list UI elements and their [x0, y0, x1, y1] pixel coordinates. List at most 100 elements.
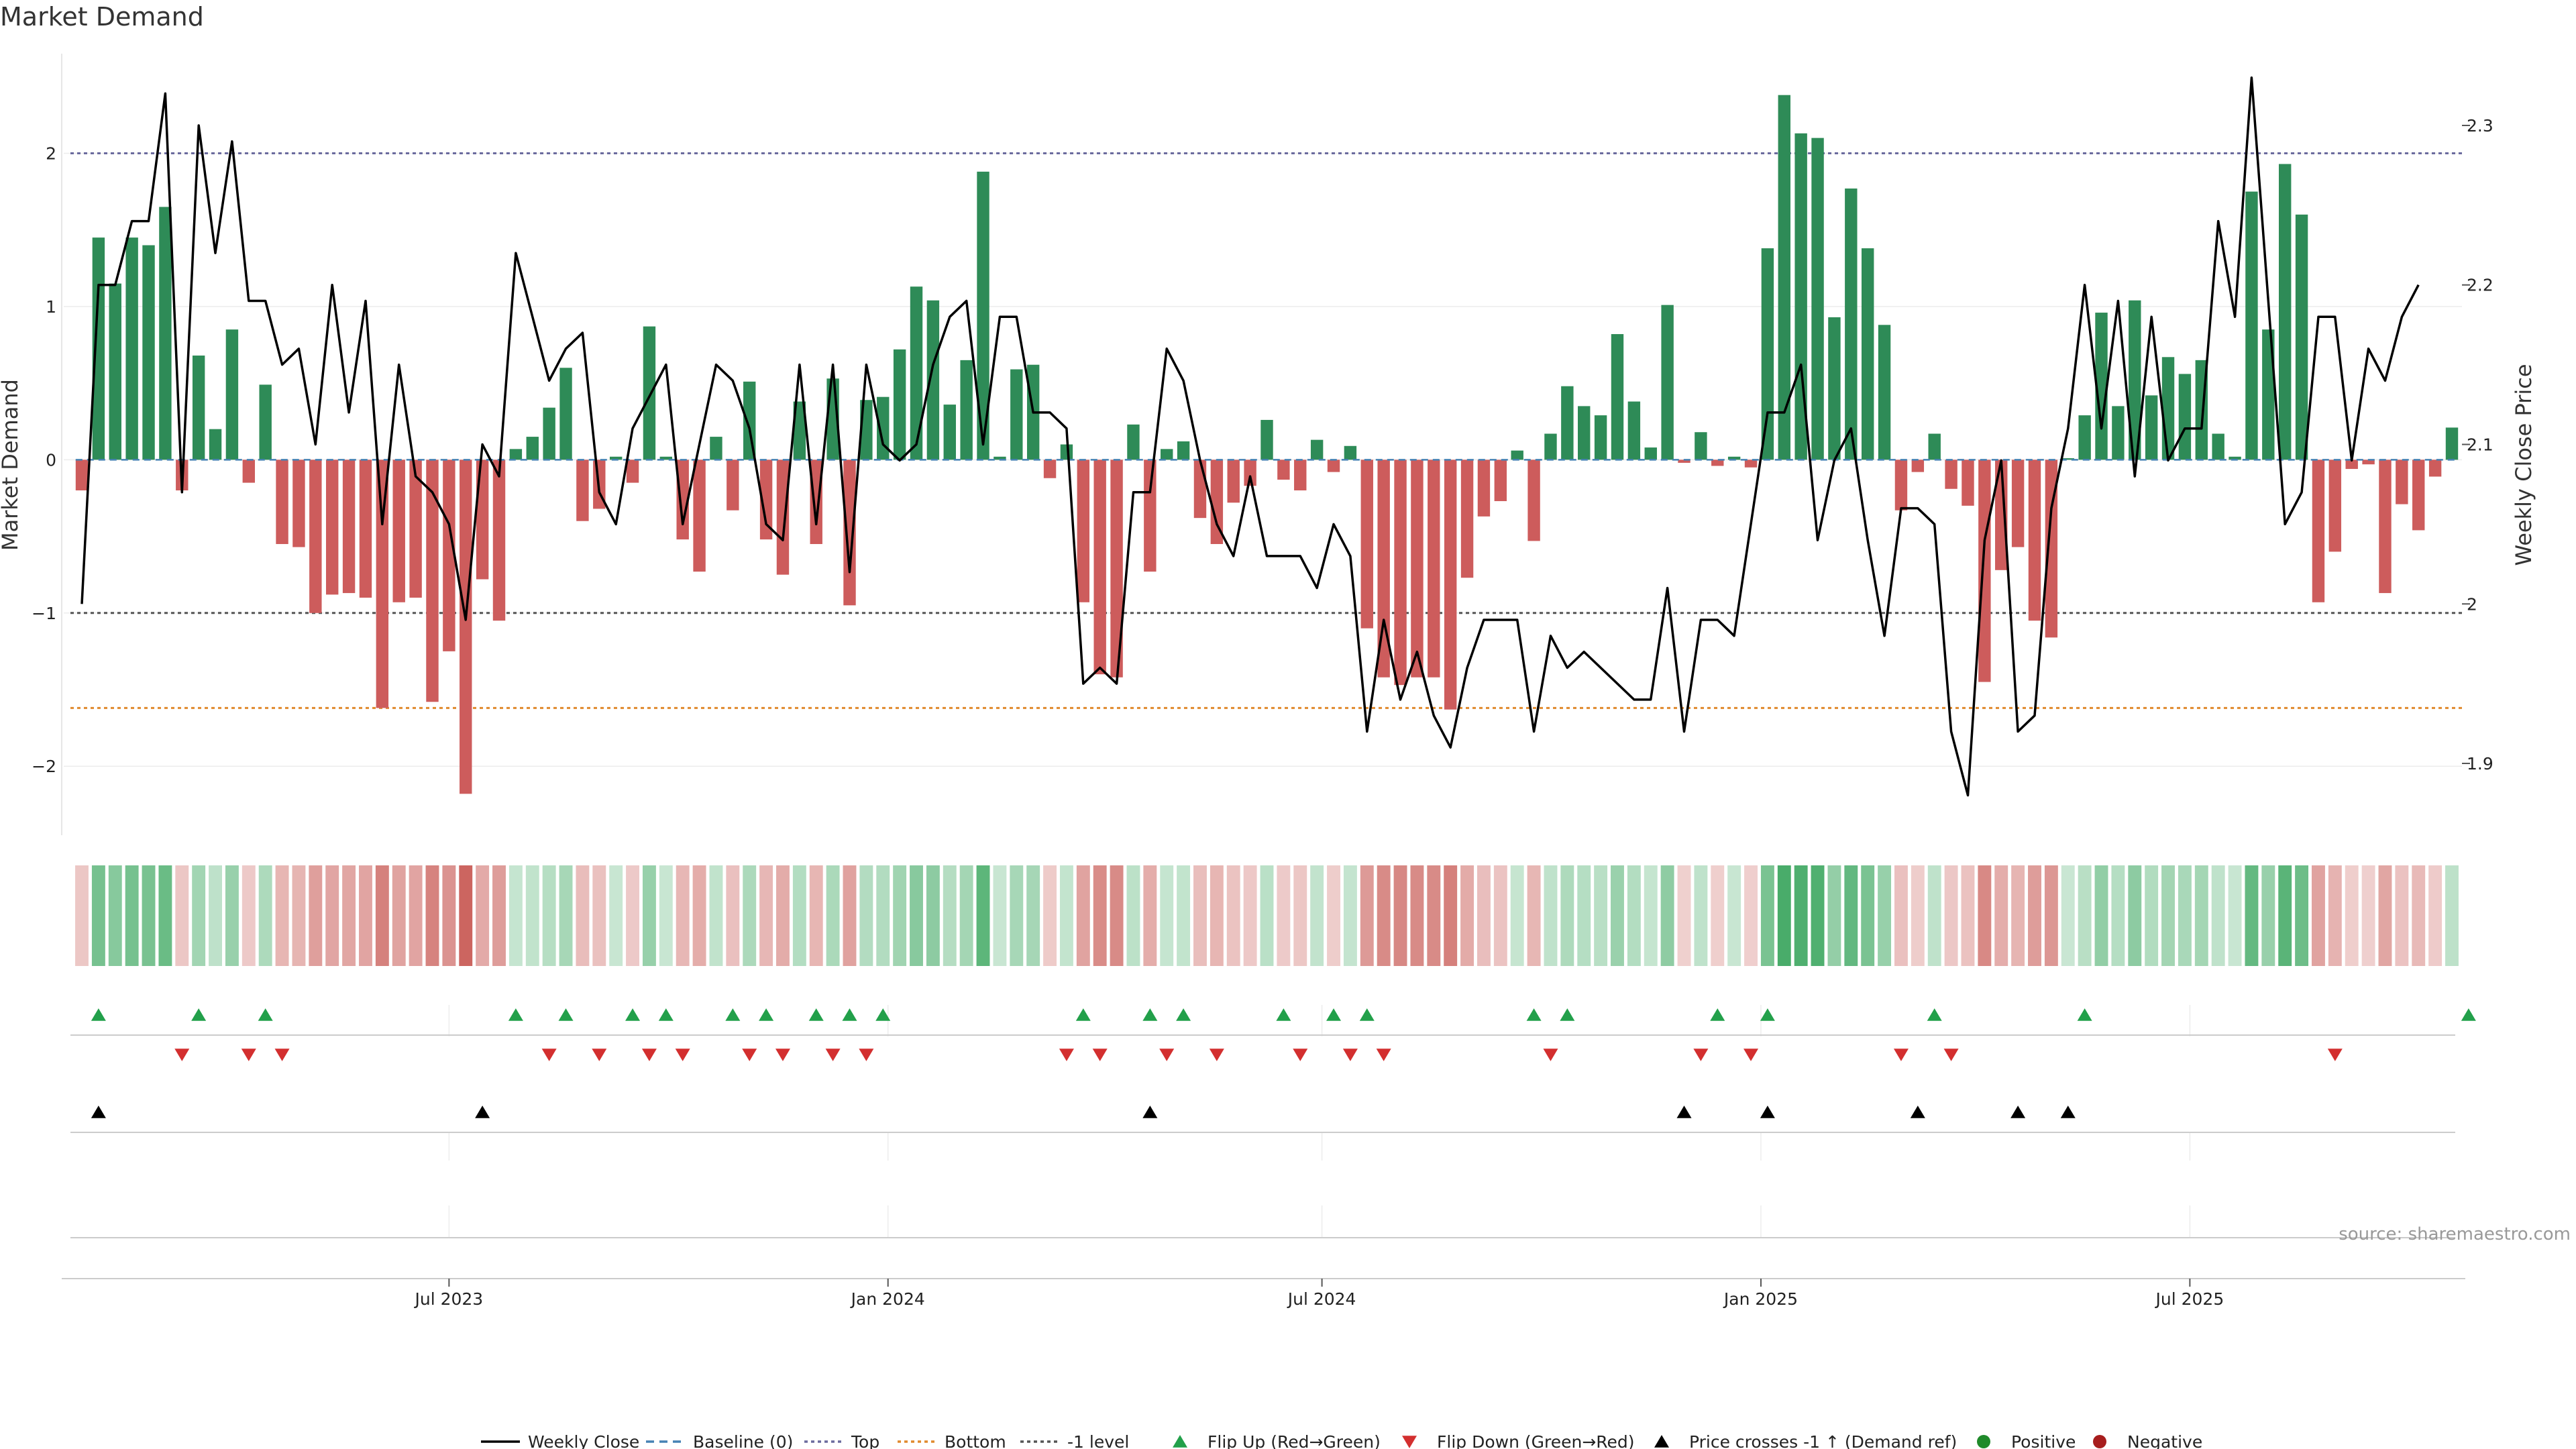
flip-down-marker: [592, 1049, 607, 1061]
demand-bar: [1077, 460, 1090, 602]
demand-bar: [242, 460, 256, 483]
heat-cell: [1160, 865, 1174, 966]
demand-bar: [1177, 441, 1190, 460]
flip-up-marker: [1710, 1008, 1725, 1021]
flip-up-marker: [2077, 1008, 2092, 1021]
heat-cell: [442, 865, 456, 966]
heat-cell: [2245, 865, 2259, 966]
heat-cell: [1143, 865, 1157, 966]
heat-cell: [2261, 865, 2275, 966]
demand-bar: [476, 460, 489, 580]
demand-bar: [626, 460, 639, 483]
flip-up-marker: [875, 1008, 891, 1021]
heat-cell: [275, 865, 289, 966]
demand-bar: [2095, 313, 2108, 460]
heat-cell: [1076, 865, 1090, 966]
demand-bar: [2345, 460, 2358, 470]
price-cross-marker: [91, 1106, 106, 1118]
heat-cell: [709, 865, 723, 966]
heat-cell: [876, 865, 890, 966]
x-tick-label: Jan 2024: [850, 1289, 925, 1309]
heat-cell: [1677, 865, 1691, 966]
demand-bar: [2178, 374, 2192, 460]
demand-bar: [1377, 460, 1390, 678]
demand-bar: [92, 237, 105, 460]
heat-cell: [1510, 865, 1524, 966]
demand-bar: [1911, 460, 1925, 472]
demand-bar: [793, 401, 806, 460]
demand-bar: [1661, 305, 1674, 460]
flip-down-marker: [1943, 1049, 1959, 1061]
demand-bar: [1310, 439, 1324, 460]
demand-bar: [1962, 460, 1974, 506]
flip-down-marker: [1543, 1049, 1558, 1061]
heat-cell: [1377, 865, 1391, 966]
heat-cell: [1978, 865, 1992, 966]
heat-cell: [726, 865, 740, 966]
heat-cell: [1059, 865, 1073, 966]
demand-bar: [1644, 447, 1657, 460]
heat-cell: [2044, 865, 2058, 966]
demand-bar: [1093, 460, 1106, 675]
x-tick-label: Jan 2025: [1723, 1289, 1798, 1309]
heat-cell: [1126, 865, 1140, 966]
flip-down-marker: [274, 1049, 290, 1061]
heat-cell: [1944, 865, 1958, 966]
demand-bar: [426, 460, 439, 702]
demand-bar: [1811, 138, 1824, 460]
y2-tick-label: 2.2: [2467, 276, 2493, 295]
heat-cell: [1861, 865, 1875, 966]
demand-bar: [1611, 334, 1624, 460]
y2-tick-label: 2.1: [2467, 435, 2493, 455]
heat-cell: [659, 865, 673, 966]
demand-bar: [2379, 460, 2392, 594]
demand-bar: [943, 405, 956, 460]
demand-bar: [1978, 460, 1991, 682]
demand-bar: [1995, 460, 2008, 570]
heat-cell: [2295, 865, 2309, 966]
demand-bar: [2278, 164, 2292, 460]
legend-swatch: [1654, 1435, 1669, 1448]
heat-cell: [392, 865, 406, 966]
heat-cell: [1878, 865, 1892, 966]
flip-down-marker: [541, 1049, 557, 1061]
heat-cell: [2278, 865, 2292, 966]
demand-bar: [2312, 460, 2325, 602]
source-note: source: sharemaestro.com: [2339, 1224, 2571, 1244]
heat-cell: [559, 865, 573, 966]
demand-bar: [1511, 450, 1523, 460]
demand-bar: [1477, 460, 1491, 517]
heat-cell: [592, 865, 606, 966]
demand-bar: [543, 407, 555, 460]
flip-up-marker: [625, 1008, 641, 1021]
heat-cell: [2378, 865, 2392, 966]
flip-up-marker: [1526, 1008, 1542, 1021]
heat-cell: [843, 865, 857, 966]
heat-cell: [1644, 865, 1658, 966]
price-cross-marker: [1910, 1106, 1925, 1118]
demand-bar: [1794, 133, 1807, 460]
heat-cell: [1477, 865, 1491, 966]
flip-up-marker: [759, 1008, 774, 1021]
demand-bar: [2445, 427, 2459, 460]
legend-label: Flip Up (Red→Green): [1208, 1432, 1381, 1449]
heat-cell: [926, 865, 940, 966]
heat-cell: [476, 865, 490, 966]
heat-cell: [1577, 865, 1591, 966]
demand-bar: [376, 460, 389, 708]
legend-label: Baseline (0): [693, 1432, 793, 1449]
heat-cell: [1260, 865, 1274, 966]
flip-down-marker: [241, 1049, 256, 1061]
heat-cell: [2194, 865, 2208, 966]
demand-bar: [1494, 460, 1507, 502]
demand-bar: [2262, 329, 2275, 460]
demand-bar: [125, 237, 138, 460]
y2-tick-label: 2: [2467, 594, 2477, 614]
heat-cell: [893, 865, 907, 966]
demand-bar: [1043, 460, 1057, 478]
demand-bar: [977, 171, 989, 460]
heat-cell: [91, 865, 105, 966]
heat-cell: [2345, 865, 2359, 966]
demand-bar: [1578, 406, 1591, 460]
flip-up-marker: [1927, 1008, 1942, 1021]
